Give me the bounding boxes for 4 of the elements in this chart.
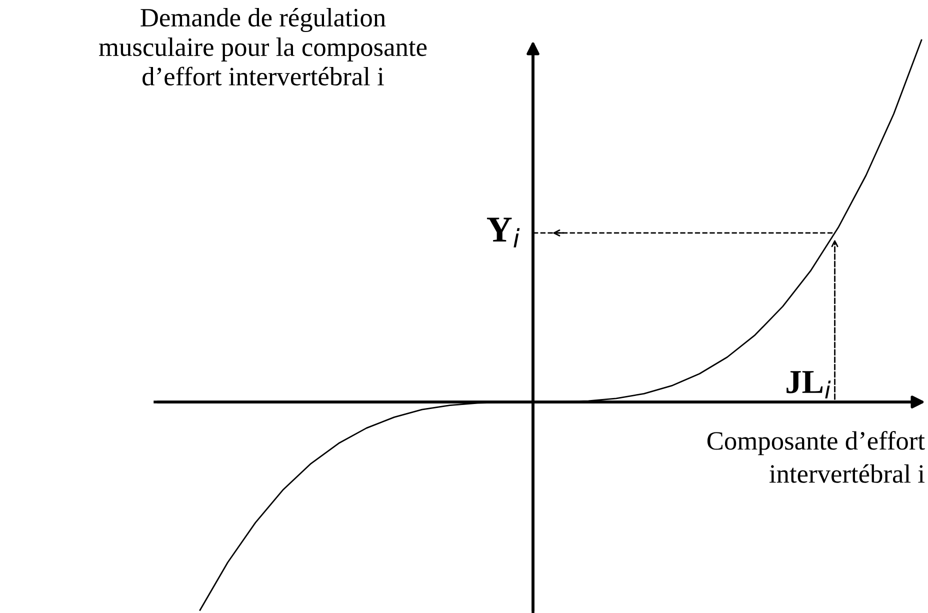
ref-line-label: Y$_{i}$ <box>486 218 520 248</box>
annotation: JL$_{i}$ <box>786 371 831 398</box>
x-axis-title: Composante d’effort intervertébral i <box>707 430 925 483</box>
y-axis-title: Demande de régulation musculaire pour la composante d’effort intervertébral i <box>99 8 427 86</box>
